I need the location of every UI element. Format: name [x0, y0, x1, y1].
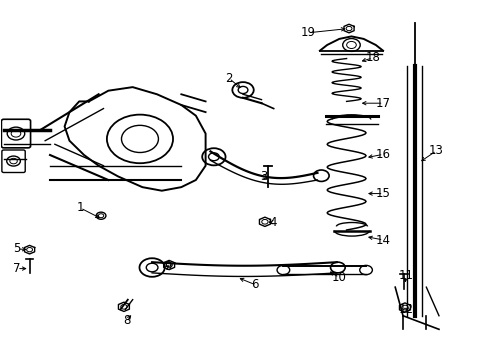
Text: 4: 4: [268, 216, 276, 229]
Text: 5: 5: [13, 242, 20, 256]
Text: 18: 18: [365, 51, 380, 64]
Text: 7: 7: [13, 262, 20, 275]
Text: 10: 10: [331, 271, 346, 284]
Text: 15: 15: [375, 187, 390, 200]
Text: 8: 8: [123, 314, 130, 327]
Text: 1: 1: [76, 201, 84, 214]
Text: 13: 13: [428, 144, 443, 157]
Text: 9: 9: [163, 260, 171, 273]
Text: 17: 17: [375, 97, 390, 110]
Text: 12: 12: [398, 303, 412, 316]
Text: 11: 11: [398, 269, 412, 282]
FancyBboxPatch shape: [1, 119, 30, 148]
Text: 16: 16: [375, 148, 390, 161]
FancyBboxPatch shape: [2, 150, 25, 172]
Text: 19: 19: [300, 26, 315, 39]
Text: 3: 3: [260, 170, 267, 183]
Text: 14: 14: [375, 234, 390, 247]
Text: 2: 2: [225, 72, 232, 85]
Text: 6: 6: [251, 278, 259, 291]
